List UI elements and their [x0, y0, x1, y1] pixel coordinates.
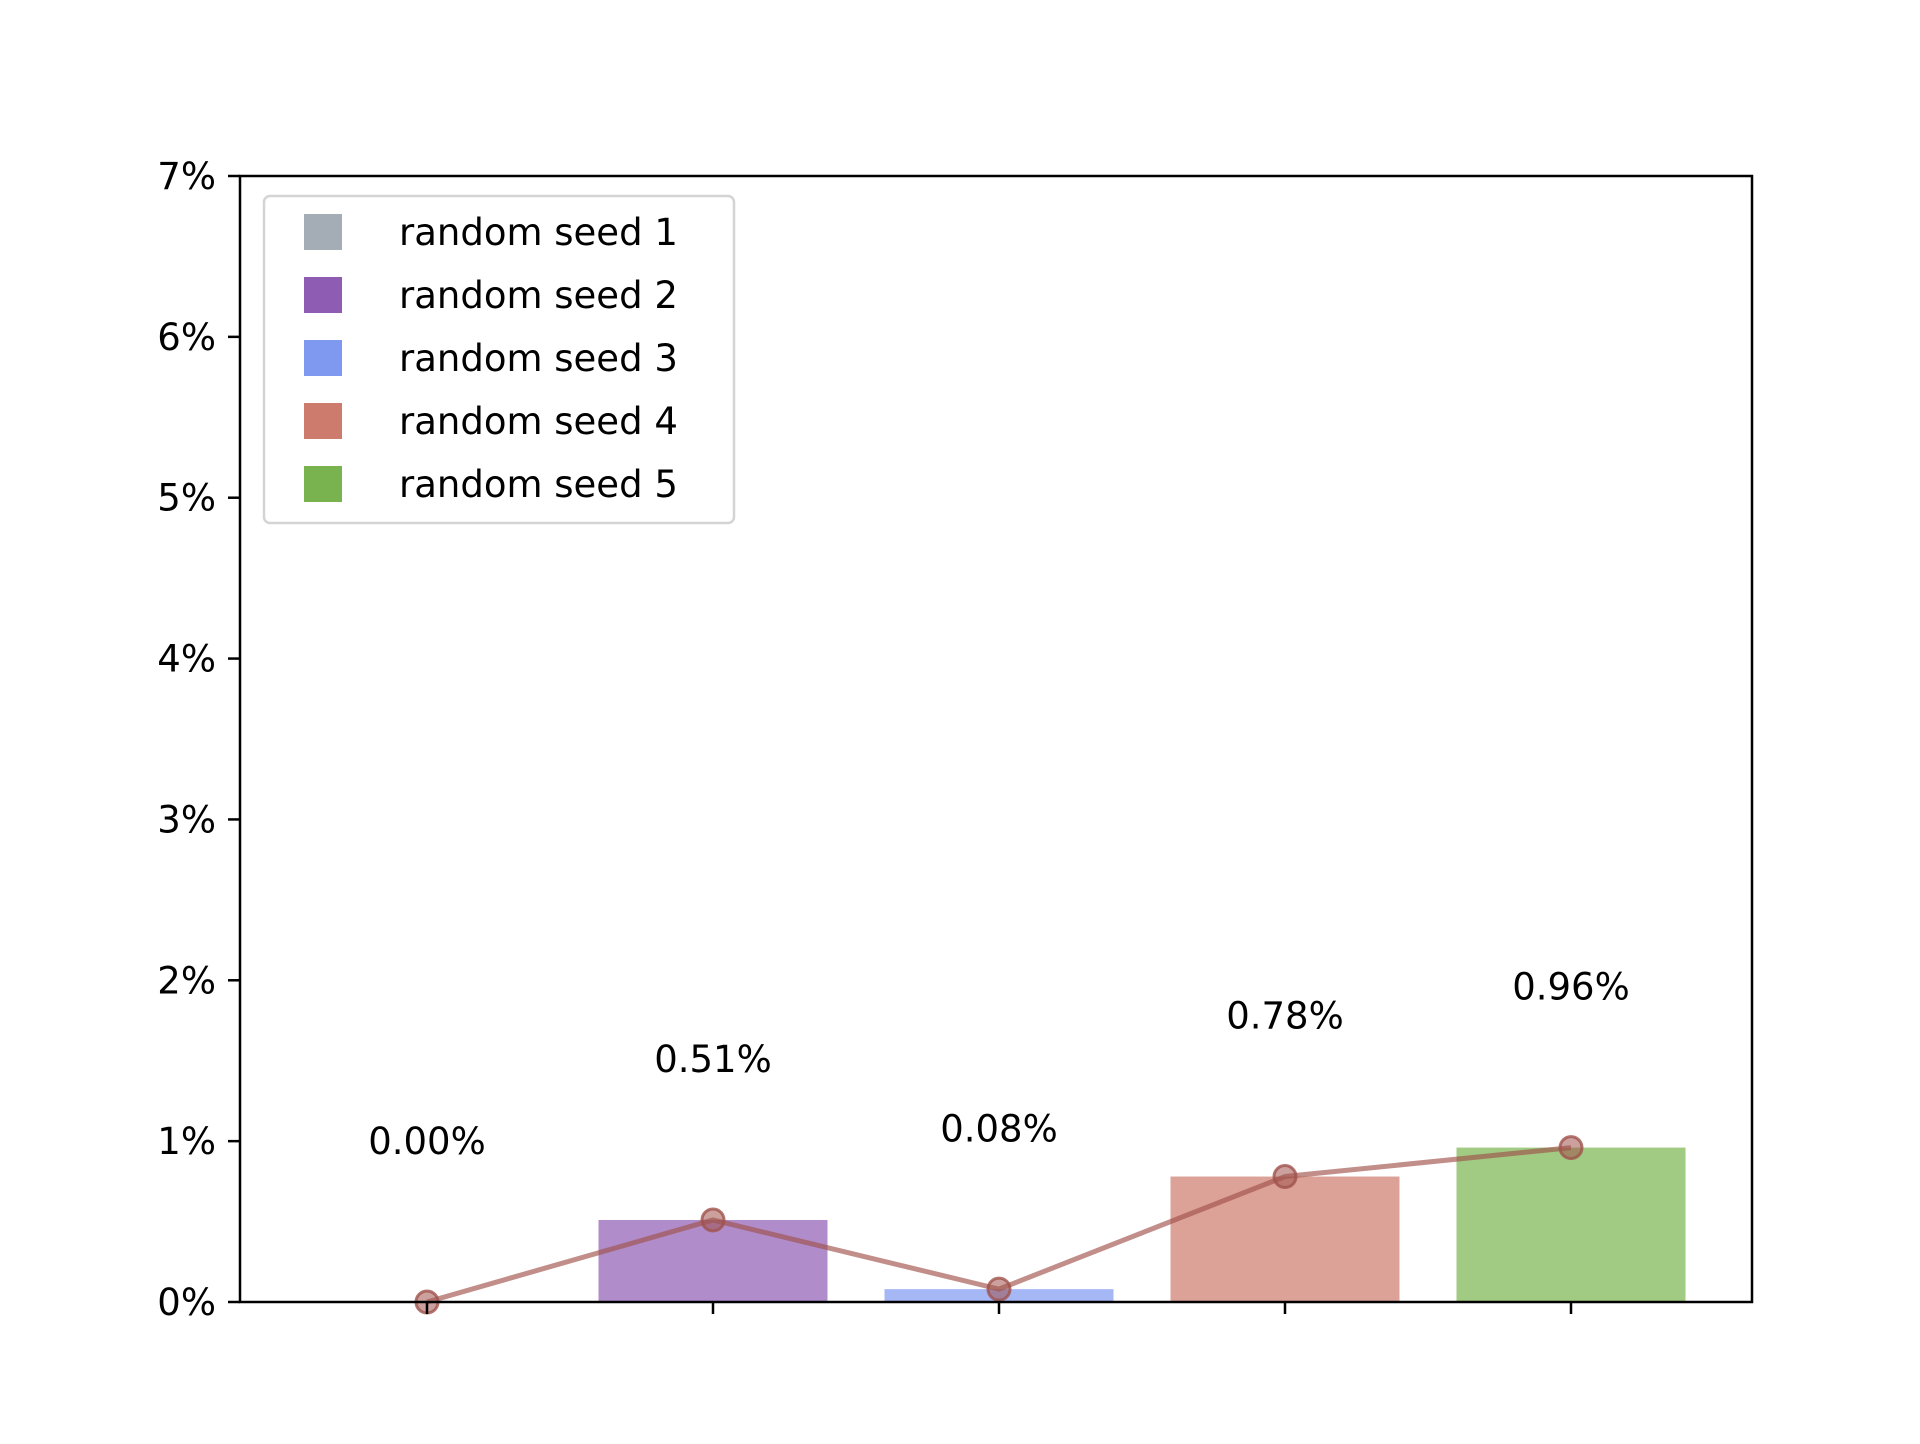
trend-point-2 [700, 1207, 726, 1233]
value-label-3: 0.08% [940, 1107, 1058, 1150]
legend-swatch-1 [304, 214, 342, 250]
trend-line-layer [414, 1135, 1584, 1315]
y-tick-label-1: 1% [157, 1120, 216, 1163]
bars-layer [598, 1147, 1686, 1302]
plot-frame [238, 174, 1754, 1304]
trend-point-3 [986, 1276, 1012, 1302]
legend-label-2: random seed 2 [399, 274, 678, 317]
legend-label-5: random seed 5 [399, 463, 678, 506]
legend-label-1: random seed 1 [399, 211, 678, 254]
legend: random seed 1 random seed 2 random seed 3 r… [262, 194, 736, 525]
legend-swatch-3 [304, 340, 342, 376]
y-tick-label-5: 5% [157, 477, 216, 520]
legend-label-4: random seed 4 [399, 400, 678, 443]
value-label-2: 0.51% [654, 1038, 772, 1081]
y-tick-label-4: 4% [157, 638, 216, 681]
y-tick-label-6: 6% [157, 316, 216, 359]
data-labels-layer: 0.00% 0.51% 0.08% 0.78% 0.96% [368, 966, 1630, 1163]
legend-swatch-2 [304, 277, 342, 313]
y-tick-label-7: 7% [157, 155, 216, 198]
y-tick-label-0: 0% [157, 1281, 216, 1324]
y-tick-label-2: 2% [157, 959, 216, 1002]
legend-label-3: random seed 3 [399, 337, 678, 380]
bar-4 [1170, 1176, 1400, 1302]
value-label-4: 0.78% [1226, 995, 1344, 1038]
y-tick-label-3: 3% [157, 798, 216, 841]
trend-point-4 [1272, 1164, 1298, 1190]
trend-point-5 [1558, 1135, 1584, 1161]
value-label-5: 0.96% [1512, 966, 1630, 1009]
axes-layer: 0% 1% 2% 3% 4% 5% 6% 7% [157, 155, 1754, 1324]
bar-5 [1456, 1147, 1686, 1302]
legend-swatch-4 [304, 403, 342, 439]
legend-box [262, 194, 736, 525]
value-label-1: 0.00% [368, 1120, 486, 1163]
legend-swatch-5 [304, 466, 342, 502]
bar-2 [598, 1219, 828, 1302]
